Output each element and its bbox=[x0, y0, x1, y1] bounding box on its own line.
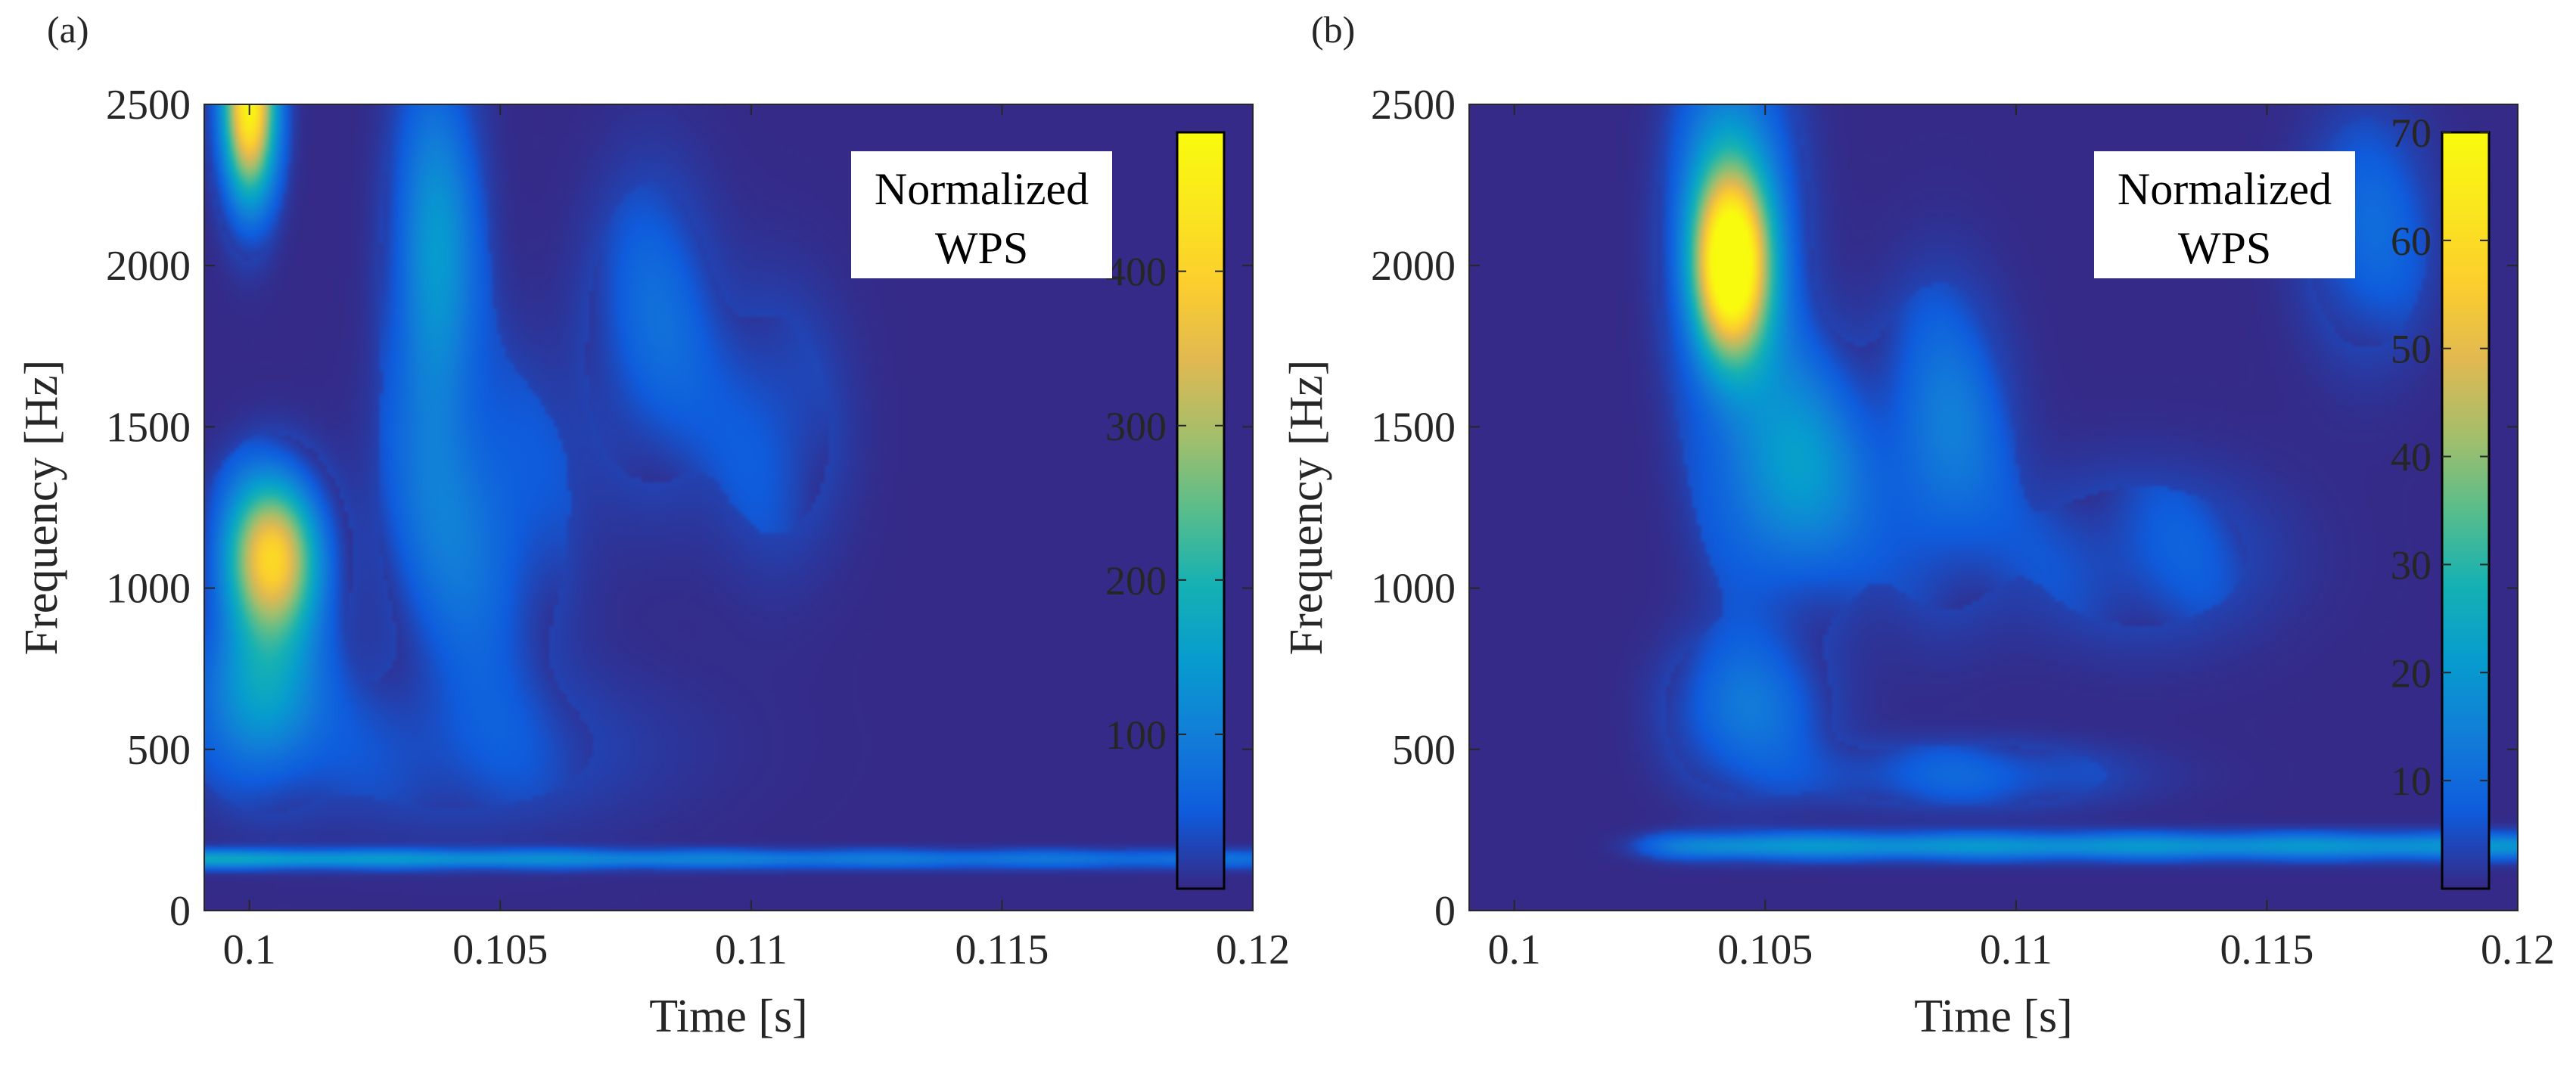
colorbar-tick-label: 40 bbox=[2391, 435, 2432, 480]
colorbar-title-line2: WPS bbox=[935, 223, 1028, 273]
x-tick-label: 0.105 bbox=[452, 926, 548, 973]
colorbar-title-line1: Normalized bbox=[875, 164, 1089, 214]
colorbar-frame bbox=[1176, 131, 1226, 890]
colorbar-tick-label: 200 bbox=[1105, 558, 1167, 604]
chart-panel-b: (b) 0.1 0.105 0.11 0.115 0.12 0 500 1000 1500 2000… bbox=[1281, 8, 2555, 1042]
colorbar-tick-label: 60 bbox=[2391, 219, 2432, 264]
colorbar-tick-label: 100 bbox=[1105, 712, 1167, 758]
colorbar-title-line2: WPS bbox=[2178, 223, 2271, 273]
heatmap-image bbox=[1469, 104, 2518, 911]
colorbar-title-box bbox=[851, 151, 1112, 278]
colorbar-gradient bbox=[1177, 132, 1224, 889]
colorbar-tick-label: 70 bbox=[2391, 110, 2432, 156]
colorbar-tick-label: 20 bbox=[2391, 650, 2432, 696]
x-tick-label: 0.12 bbox=[1216, 926, 1290, 973]
y-tick-label: 0 bbox=[1434, 888, 1456, 935]
y-tick-label: 500 bbox=[1392, 727, 1456, 774]
y-tick-label: 2000 bbox=[1371, 243, 1456, 290]
x-tick-label: 0.115 bbox=[955, 926, 1049, 973]
x-tick-label: 0.11 bbox=[715, 926, 788, 973]
x-tick-label: 0.11 bbox=[1980, 926, 2052, 973]
colorbar-title-box bbox=[2094, 151, 2355, 278]
colorbar-tick-label: 400 bbox=[1105, 250, 1167, 295]
y-tick-label: 500 bbox=[127, 727, 191, 774]
y-tick-label: 1000 bbox=[1371, 566, 1456, 613]
y-tick-label: 2500 bbox=[1371, 82, 1456, 129]
colorbar-gradient bbox=[2442, 132, 2489, 889]
y-tick-label: 2000 bbox=[106, 243, 191, 290]
y-tick-label: 2500 bbox=[106, 82, 191, 129]
y-tick-label: 0 bbox=[169, 888, 191, 935]
colorbar-tick-label: 50 bbox=[2391, 327, 2432, 372]
colorbar-tick-label: 30 bbox=[2391, 542, 2432, 588]
colorbar-tick-label: 300 bbox=[1105, 404, 1167, 449]
colorbar-title-line1: Normalized bbox=[2118, 164, 2332, 214]
x-tick-label: 0.1 bbox=[223, 926, 276, 973]
y-tick-label: 1500 bbox=[106, 404, 191, 451]
panel-label: (b) bbox=[1311, 8, 1355, 51]
y-tick-label: 1500 bbox=[1371, 404, 1456, 451]
x-axis-label: Time [s] bbox=[649, 991, 808, 1042]
colorbar-tick-label: 10 bbox=[2391, 759, 2432, 804]
panel-label: (a) bbox=[47, 8, 89, 51]
x-axis-label: Time [s] bbox=[1914, 991, 2073, 1042]
axes-box bbox=[204, 104, 1254, 911]
x-tick-label: 0.12 bbox=[2481, 926, 2555, 973]
colorbar-frame bbox=[2441, 131, 2491, 890]
chart-panel-a: (a) 0.1 0.105 0.11 0.115 0.12 0 500 1000 1500 2000… bbox=[16, 8, 1290, 1042]
axes-box bbox=[1468, 104, 2519, 911]
x-tick-label: 0.105 bbox=[1717, 926, 1813, 973]
y-axis-label: Frequency [Hz] bbox=[16, 360, 67, 656]
x-tick-label: 0.1 bbox=[1488, 926, 1541, 973]
y-tick-label: 1000 bbox=[106, 566, 191, 613]
y-axis-label: Frequency [Hz] bbox=[1281, 360, 1332, 656]
x-tick-label: 0.115 bbox=[2220, 926, 2313, 973]
